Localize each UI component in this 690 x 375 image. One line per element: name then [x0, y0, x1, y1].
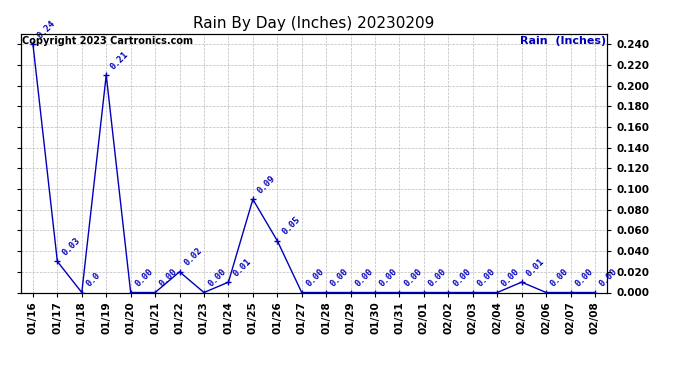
Text: 0.24: 0.24 [36, 18, 57, 40]
Text: Rain  (Inches): Rain (Inches) [520, 36, 606, 46]
Text: 0.00: 0.00 [353, 267, 375, 288]
Text: 0.00: 0.00 [451, 267, 473, 288]
Text: 0.05: 0.05 [280, 215, 302, 237]
Text: 0.01: 0.01 [524, 256, 546, 278]
Title: Rain By Day (Inches) 20230209: Rain By Day (Inches) 20230209 [193, 16, 435, 31]
Text: 0.00: 0.00 [549, 267, 571, 288]
Text: 0.00: 0.00 [426, 267, 449, 288]
Text: 0.21: 0.21 [109, 50, 130, 71]
Text: 0.01: 0.01 [231, 256, 253, 278]
Text: 0.0: 0.0 [85, 271, 102, 288]
Text: 0.00: 0.00 [329, 267, 351, 288]
Text: 0.00: 0.00 [158, 267, 179, 288]
Text: 0.00: 0.00 [573, 267, 595, 288]
Text: 0.03: 0.03 [60, 236, 81, 257]
Text: 0.09: 0.09 [255, 174, 277, 195]
Text: Copyright 2023 Cartronics.com: Copyright 2023 Cartronics.com [22, 36, 193, 46]
Text: 0.00: 0.00 [133, 267, 155, 288]
Text: 0.00: 0.00 [500, 267, 522, 288]
Text: 0.00: 0.00 [402, 267, 424, 288]
Text: 0.00: 0.00 [304, 267, 326, 288]
Text: 0.00: 0.00 [207, 267, 228, 288]
Text: 0.00: 0.00 [598, 267, 620, 288]
Text: 0.00: 0.00 [475, 267, 497, 288]
Text: 0.00: 0.00 [378, 267, 400, 288]
Text: 0.02: 0.02 [182, 246, 204, 268]
